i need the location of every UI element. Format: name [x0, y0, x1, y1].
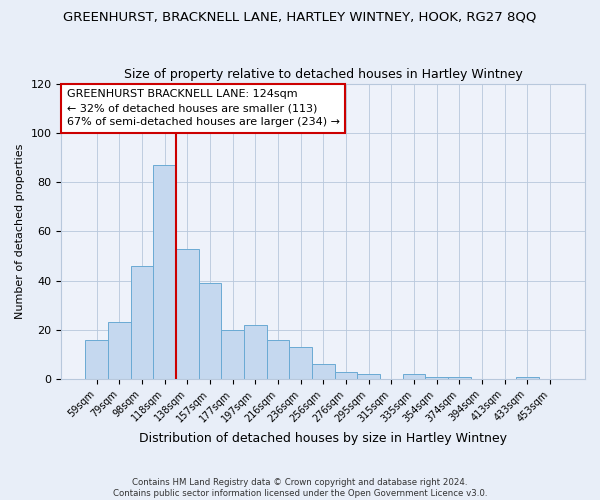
Bar [357, 374, 380, 379]
Bar [266, 340, 289, 379]
X-axis label: Distribution of detached houses by size in Hartley Wintney: Distribution of detached houses by size … [139, 432, 507, 445]
Bar [176, 248, 199, 379]
Y-axis label: Number of detached properties: Number of detached properties [15, 144, 25, 319]
Bar [335, 372, 357, 379]
Text: Contains HM Land Registry data © Crown copyright and database right 2024.
Contai: Contains HM Land Registry data © Crown c… [113, 478, 487, 498]
Bar [131, 266, 153, 379]
Bar [153, 165, 176, 379]
Bar [312, 364, 335, 379]
Bar [199, 283, 221, 379]
Text: GREENHURST BRACKNELL LANE: 124sqm
← 32% of detached houses are smaller (113)
67%: GREENHURST BRACKNELL LANE: 124sqm ← 32% … [67, 90, 340, 128]
Title: Size of property relative to detached houses in Hartley Wintney: Size of property relative to detached ho… [124, 68, 523, 81]
Bar [221, 330, 244, 379]
Bar [85, 340, 108, 379]
Text: GREENHURST, BRACKNELL LANE, HARTLEY WINTNEY, HOOK, RG27 8QQ: GREENHURST, BRACKNELL LANE, HARTLEY WINT… [64, 10, 536, 23]
Bar [289, 347, 312, 379]
Bar [516, 376, 539, 379]
Bar [425, 376, 448, 379]
Bar [403, 374, 425, 379]
Bar [448, 376, 470, 379]
Bar [244, 325, 266, 379]
Bar [108, 322, 131, 379]
